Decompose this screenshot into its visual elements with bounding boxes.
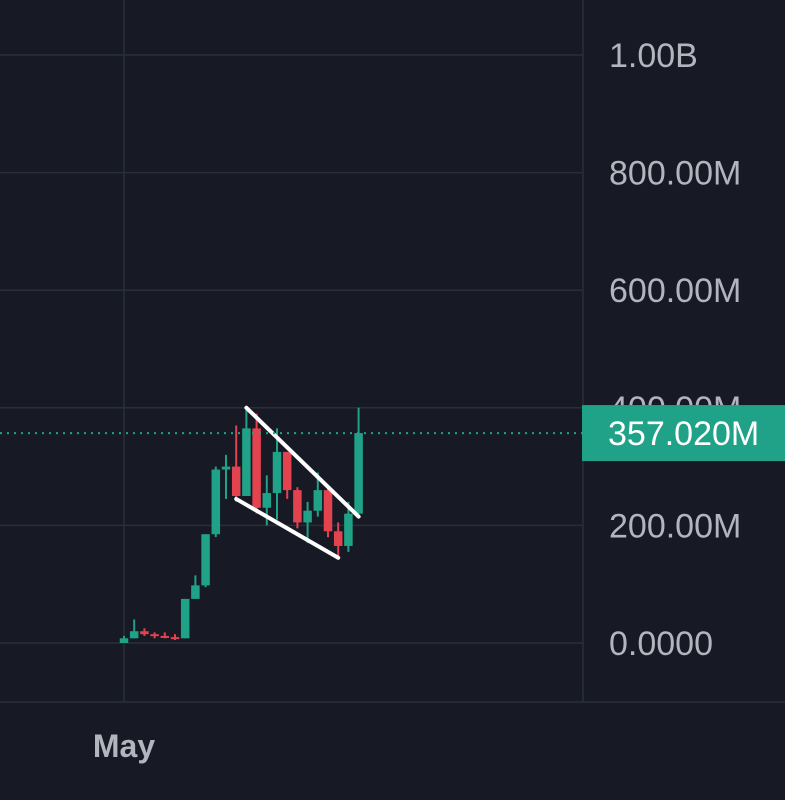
candle — [323, 487, 333, 538]
candle — [303, 501, 312, 544]
candle — [150, 632, 159, 639]
candle — [221, 454, 231, 499]
candle — [211, 466, 221, 538]
y-tick-label: 1.00B — [609, 37, 698, 75]
x-tick-label: May — [93, 728, 155, 764]
candle-body — [354, 433, 363, 514]
candle — [140, 628, 149, 636]
candle — [333, 522, 343, 558]
candle-body — [293, 490, 302, 523]
candle-body — [252, 428, 261, 508]
candle-body — [333, 531, 343, 546]
candle-body — [242, 428, 251, 496]
candle — [293, 487, 302, 529]
candle-body — [231, 466, 241, 496]
candle — [252, 413, 261, 514]
candle — [201, 534, 210, 588]
candle — [170, 634, 180, 641]
candle-body — [180, 598, 190, 639]
last-price-badge — [582, 405, 785, 462]
candle-body — [282, 451, 292, 491]
candle — [231, 425, 241, 502]
candle — [344, 501, 353, 552]
trendline — [244, 405, 361, 519]
candle — [282, 451, 292, 499]
candle — [160, 632, 170, 639]
candle-body — [160, 635, 170, 638]
candle — [129, 619, 139, 639]
candle — [119, 635, 129, 643]
candle-body — [191, 585, 200, 599]
candle — [180, 598, 190, 639]
y-tick-label: 0.0000 — [609, 625, 713, 663]
x-axis[interactable]: May — [93, 728, 155, 764]
candle-body — [313, 490, 323, 511]
candle-body — [150, 634, 159, 637]
candle-body — [211, 469, 221, 535]
y-tick-label: 600.00M — [609, 272, 741, 310]
candle-body — [129, 631, 139, 639]
candle — [191, 575, 200, 599]
candle-body — [323, 490, 333, 532]
y-axis[interactable]: 0.0000200.00M400.00M600.00M800.00M1.00B3… — [582, 37, 785, 663]
candle-body — [344, 513, 353, 546]
candle — [354, 407, 363, 514]
candle-body — [170, 637, 180, 640]
y-tick-label: 800.00M — [609, 155, 741, 193]
candle — [242, 407, 251, 496]
candle-body — [272, 451, 282, 494]
grid-layer — [0, 0, 785, 703]
last-price-label: 357.020M — [608, 415, 759, 453]
candle-body — [140, 631, 149, 635]
candle — [313, 472, 323, 517]
trendlines-layer — [234, 405, 361, 560]
candles-layer — [119, 407, 363, 643]
candle-body — [262, 493, 272, 508]
y-tick-label: 200.00M — [609, 507, 741, 545]
candle-body — [119, 638, 129, 643]
candle-body — [201, 534, 210, 586]
candle-body — [303, 510, 312, 523]
candle-body — [221, 466, 231, 470]
candle — [272, 428, 282, 520]
trendline — [234, 496, 341, 560]
